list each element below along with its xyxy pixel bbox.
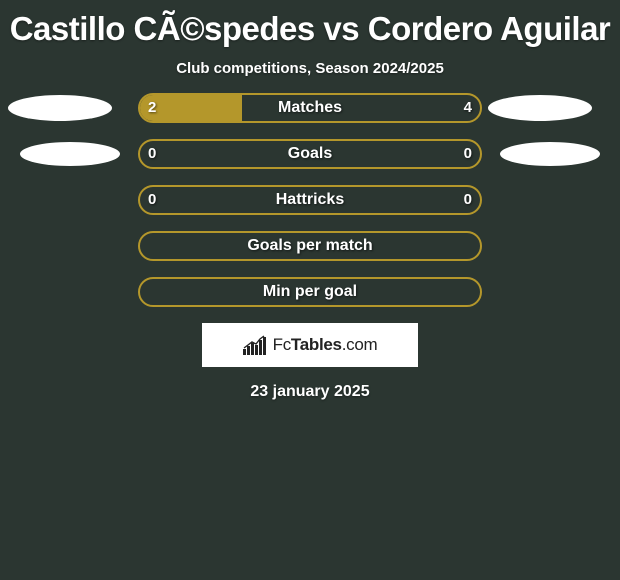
player-badge-ellipse <box>20 142 120 166</box>
bar-chart-icon <box>243 335 269 355</box>
source-logo: FcTables.com <box>243 335 378 355</box>
stats-rows: Matches24 Goals00 Hattricks00 Goals per mat… <box>0 93 620 307</box>
player-badge-ellipse <box>500 142 600 166</box>
player-badge-ellipse <box>8 95 112 121</box>
snapshot-date: 23 january 2025 <box>0 367 620 401</box>
comparison-card: Castillo CÃ©spedes vs Cordero Aguilar Cl… <box>0 0 620 580</box>
logo-bold: Tables <box>291 335 342 354</box>
stat-bar-track <box>138 277 482 307</box>
source-logo-box: FcTables.com <box>202 323 418 367</box>
stat-bar-track <box>138 139 482 169</box>
stat-bar-track <box>138 185 482 215</box>
stat-row: Hattricks00 <box>0 185 620 215</box>
stat-row: Goals per match <box>0 231 620 261</box>
logo-prefix: Fc <box>273 335 291 354</box>
stat-bar-track <box>138 93 482 123</box>
logo-suffix: .com <box>342 335 378 354</box>
stat-row: Goals00 <box>0 139 620 169</box>
subtitle: Club competitions, Season 2024/2025 <box>0 52 620 93</box>
stat-bar-track <box>138 231 482 261</box>
stat-bar-fill-left <box>140 95 242 121</box>
player-badge-ellipse <box>488 95 592 121</box>
stat-row: Matches24 <box>0 93 620 123</box>
page-title: Castillo CÃ©spedes vs Cordero Aguilar <box>0 0 620 52</box>
stat-row: Min per goal <box>0 277 620 307</box>
source-logo-text: FcTables.com <box>273 335 378 355</box>
